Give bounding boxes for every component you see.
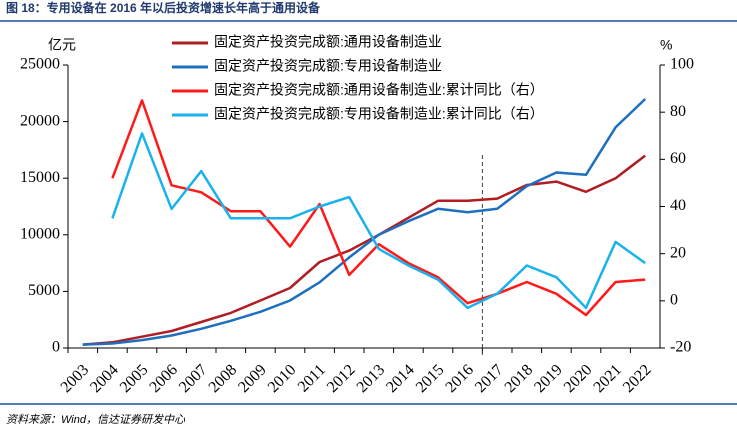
x-tick-label: 2009 [235,361,270,396]
legend-label: 固定资产投资完成额:专用设备制造业 [214,58,442,74]
x-tick-label: 2011 [295,361,329,395]
x-tick-label: 2003 [58,361,93,396]
series-line [82,154,646,346]
x-tick-label: 2017 [472,361,507,396]
legend-label: 固定资产投资完成额:专用设备制造业:累计同比（右） [214,106,544,122]
y2-tick-label: 40 [670,197,686,214]
x-tick-label: 2008 [206,361,241,396]
x-tick-label: 2016 [442,361,477,396]
source: 资料来源：Wind，信达证券研发中心 [6,413,186,426]
series-line [111,132,646,310]
x-tick-label: 2012 [324,361,359,396]
y2-axis-label: % [660,37,672,53]
x-tick-label: 2015 [413,361,448,396]
x-tick-label: 2019 [531,361,566,396]
x-tick-label: 2020 [561,361,596,396]
x-tick-label: 2006 [146,361,181,396]
y-tick-label: 0 [52,339,60,356]
legend-label: 固定资产投资完成额:通用设备制造业:累计同比（右） [214,82,544,98]
y-tick-label: 15000 [20,169,60,186]
x-tick-label: 2018 [502,361,537,396]
series-line [111,99,646,317]
x-tick-label: 2014 [383,361,418,396]
series-line [82,98,647,346]
y2-tick-label: 60 [670,150,686,167]
x-tick-label: 2005 [117,361,152,396]
y2-tick-label: 100 [670,56,694,73]
y-tick-label: 20000 [20,112,60,129]
y2-tick-label: -20 [670,339,691,356]
x-tick-label: 2007 [176,361,211,396]
y-tick-label: 25000 [20,56,60,73]
y-axis-label: 亿元 [48,37,76,53]
y2-tick-label: 80 [670,103,686,120]
chart-title: 图 18：专用设备在 2016 年以后投资增速长年高于通用设备 [6,0,321,15]
x-tick-label: 2022 [620,361,655,396]
y-tick-label: 10000 [20,225,60,242]
x-tick-label: 2004 [87,361,122,396]
x-tick-label: 2021 [590,361,625,396]
y-tick-label: 5000 [28,282,60,299]
y2-tick-label: 20 [670,244,686,261]
y2-tick-label: 0 [670,292,678,309]
x-tick-label: 2010 [265,361,300,396]
legend-label: 固定资产投资完成额:通用设备制造业 [214,34,442,50]
x-tick-label: 2013 [354,361,389,396]
